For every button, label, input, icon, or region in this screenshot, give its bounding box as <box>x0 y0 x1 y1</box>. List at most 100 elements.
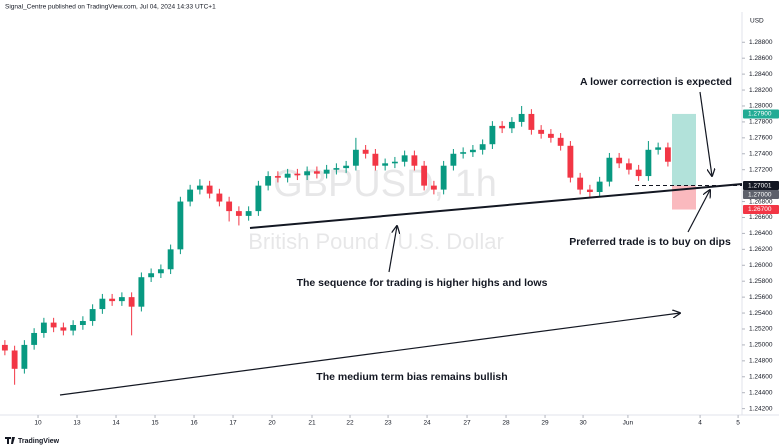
y-tick-label: 1.27600 <box>749 135 773 142</box>
candle-body <box>489 125 496 145</box>
candle-body <box>606 157 613 182</box>
candle-body <box>265 176 272 186</box>
candle-body <box>157 269 164 274</box>
candle-body <box>421 165 428 186</box>
y-tick-label: 1.28600 <box>749 55 773 62</box>
candle-body <box>460 152 467 154</box>
x-tick-label: 24 <box>423 420 431 427</box>
x-tick-label: 20 <box>268 420 276 427</box>
price-tag-label: 1.27000 <box>748 191 772 198</box>
candle-body <box>372 153 379 166</box>
price-tag <box>743 181 779 191</box>
brand: TradingView <box>18 438 60 445</box>
x-tick-label: 22 <box>346 420 354 427</box>
y-tick-label: 1.27400 <box>749 150 773 157</box>
plot-area <box>1 105 742 385</box>
y-tick-label: 1.24200 <box>749 405 773 412</box>
x-tick-label: 14 <box>112 420 120 427</box>
candle-body <box>362 149 369 154</box>
x-tick-label: 29 <box>541 420 549 427</box>
candle-body <box>557 137 564 146</box>
candle-body <box>499 125 506 129</box>
candle-body <box>547 133 554 138</box>
candle-body <box>40 322 47 333</box>
arrow <box>699 91 712 176</box>
candle-body <box>635 169 642 177</box>
y-tick-label: 1.26600 <box>749 214 773 221</box>
candle-body <box>645 149 652 177</box>
candle-body <box>577 177 584 190</box>
y-tick-label: 1.28000 <box>749 103 773 110</box>
candle-body <box>479 144 486 150</box>
candle-body <box>450 153 457 166</box>
candle-body <box>255 185 262 212</box>
brand-logo: TradingView <box>5 437 60 445</box>
x-tick-label: 16 <box>190 420 198 427</box>
candle-body <box>284 173 291 178</box>
candle-body <box>148 273 155 278</box>
stop-zone <box>672 185 696 210</box>
y-tick-label: 1.26000 <box>749 262 773 269</box>
candle-body <box>187 189 194 202</box>
candle-body <box>664 147 671 162</box>
candle-body <box>391 161 398 164</box>
annotation: The sequence for trading is higher highs… <box>297 277 548 289</box>
candle-body <box>333 168 340 170</box>
y-tick-label: 1.27800 <box>749 119 773 126</box>
candle-body <box>294 173 301 176</box>
candle-body <box>50 322 57 328</box>
candle-body <box>323 169 330 174</box>
trend-line <box>249 183 743 229</box>
candle-body <box>508 121 515 129</box>
x-tick-label: 23 <box>384 420 392 427</box>
candle-body <box>167 249 174 270</box>
candle-body <box>382 163 389 166</box>
candle-body <box>567 145 574 178</box>
candle-body <box>11 350 18 369</box>
annotation: A lower correction is expected <box>580 76 732 88</box>
candle-body <box>411 155 418 166</box>
candle-body <box>31 332 38 345</box>
candle-body <box>616 157 623 164</box>
candle-body <box>99 298 106 310</box>
currency: USD <box>750 18 764 25</box>
y-tick-label: 1.25800 <box>749 278 773 285</box>
price-tag-label: 1.27900 <box>748 111 772 118</box>
y-tick-label: 1.25600 <box>749 294 773 301</box>
x-tick-label: 21 <box>308 420 316 427</box>
x-tick-label: 5 <box>736 420 740 427</box>
y-tick-label: 1.28800 <box>749 39 773 46</box>
candle-body <box>128 297 135 307</box>
logo-mark <box>5 437 15 444</box>
x-tick-label: 4 <box>698 420 702 427</box>
x-tick-label: 30 <box>579 420 587 427</box>
candle-body <box>109 298 116 302</box>
candle-body <box>655 147 662 150</box>
candle-body <box>235 211 242 216</box>
candle-body <box>245 211 252 216</box>
y-tick-label: 1.26200 <box>749 246 773 253</box>
y-tick-label: 1.25400 <box>749 310 773 317</box>
candle-body <box>352 149 359 166</box>
candle-body <box>304 171 311 176</box>
candle-body <box>586 189 593 192</box>
y-tick-label: 1.26400 <box>749 230 773 237</box>
candle-body <box>89 309 96 322</box>
candle-body <box>1 344 8 351</box>
x-tick-label: 28 <box>502 420 510 427</box>
candle-body <box>70 325 77 331</box>
annotation: Preferred trade is to buy on dips <box>569 236 731 248</box>
price-tag <box>743 190 779 200</box>
x-tick-label: 17 <box>229 420 237 427</box>
candle-body <box>138 277 145 307</box>
x-tick-label: Jun <box>623 420 634 427</box>
candle-body <box>177 201 184 250</box>
y-tick-label: 1.28400 <box>749 71 773 78</box>
y-tick-label: 1.24400 <box>749 389 773 396</box>
candle-body <box>343 165 350 169</box>
candle-body <box>538 129 545 134</box>
annotation: The medium term bias remains bullish <box>316 371 507 383</box>
y-tick-label: 1.27200 <box>749 166 773 173</box>
candle-body <box>118 297 125 302</box>
